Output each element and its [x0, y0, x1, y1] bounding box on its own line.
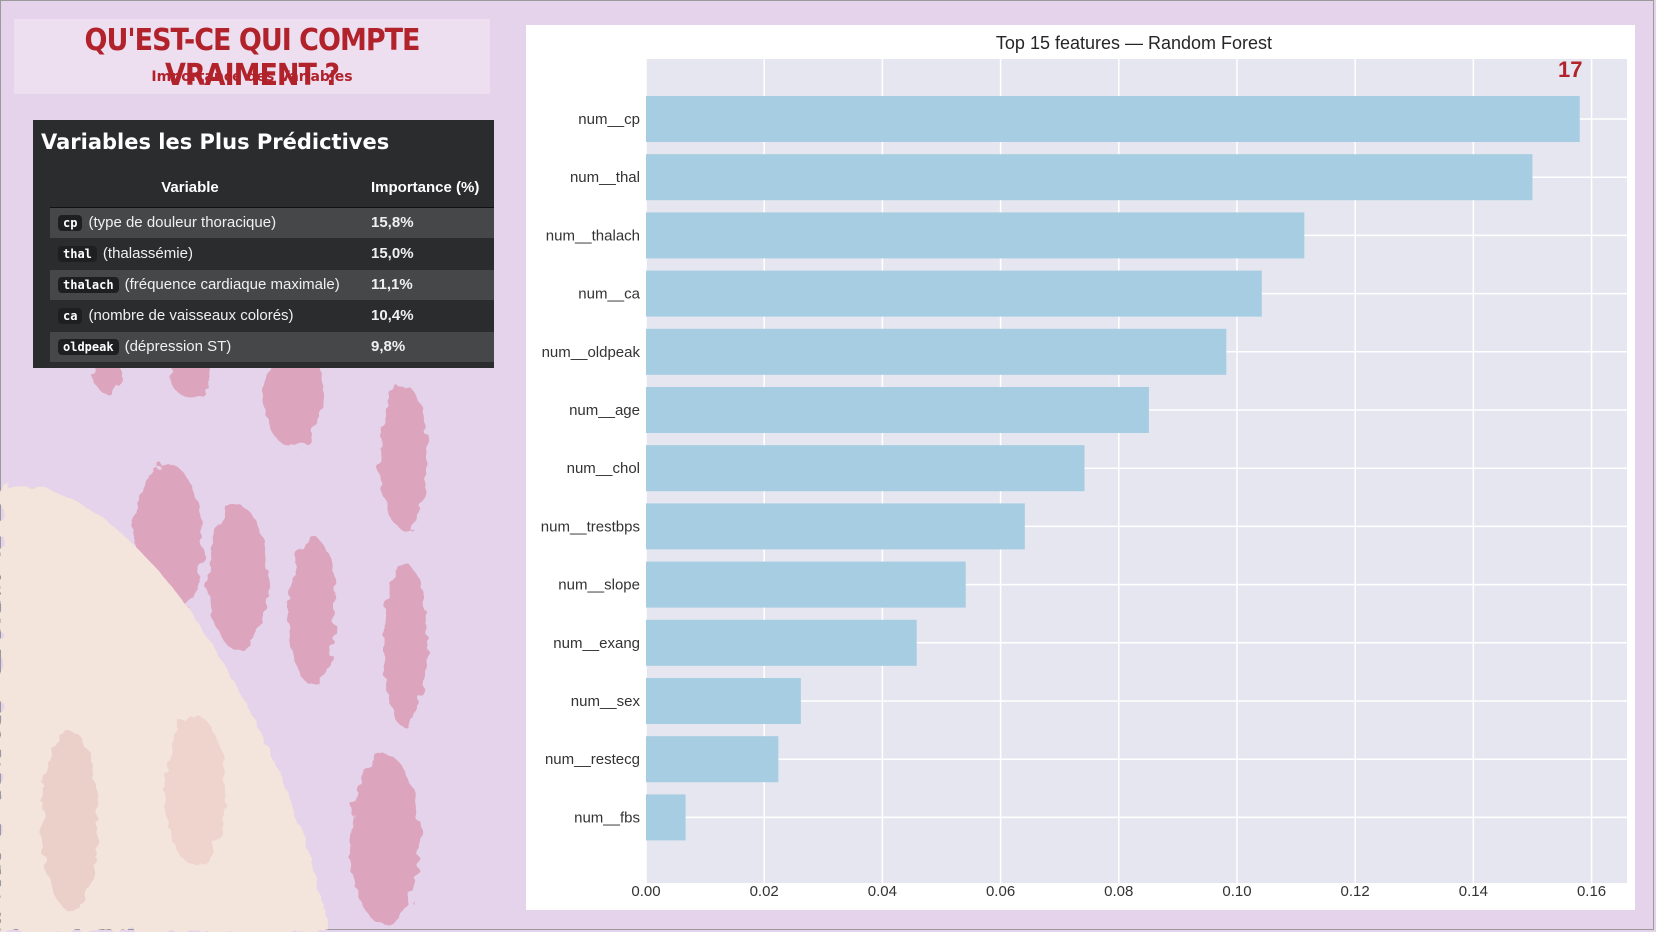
chart-title: Top 15 features — Random Forest [996, 33, 1272, 53]
table-row: thal (thalassémie) 15,0% [50, 239, 494, 269]
x-tick-label: 0.04 [868, 883, 897, 900]
variable-cell: thalach (fréquence cardiaque maximale) [58, 276, 340, 293]
column-header-variable: Variable [161, 179, 219, 196]
x-tick-labels: 0.00 0.02 0.04 0.06 0.08 0.10 0.12 0.14 0.16 [631, 883, 1606, 900]
table-row: thalach (fréquence cardiaque maximale) 11… [50, 270, 494, 300]
bar-num--sex [646, 678, 801, 724]
predictive-variables-card: Variables les Plus Prédictives Variable … [33, 120, 494, 368]
bar-num--chol [646, 445, 1085, 492]
feature-importance-chart: Top 15 features — Random Forest num__cpn… [541, 33, 1627, 900]
x-tick-label: 0.14 [1459, 883, 1488, 900]
bar-num--oldpeak [646, 328, 1227, 375]
importance-value: 9,8% [371, 338, 406, 355]
y-tick-label: num__age [569, 402, 640, 419]
x-tick-label: 0.08 [1104, 883, 1133, 900]
x-tick-label: 0.06 [986, 883, 1015, 900]
table-row: oldpeak (dépression ST) 9,8% [50, 332, 494, 362]
y-tick-label: num__thal [570, 169, 640, 186]
page-title: QU'EST-CE QUI COMPTE VRAIMENT ? [84, 23, 421, 93]
variable-cell: ca (nombre de vaisseaux colorés) [58, 307, 294, 324]
y-tick-label: num__trestbps [541, 518, 640, 535]
variable-cell: oldpeak (dépression ST) [58, 338, 231, 355]
y-tick-label: num__ca [578, 286, 640, 303]
importance-value: 11,1% [371, 276, 413, 293]
variable-description: (dépression ST) [124, 338, 232, 355]
x-tick-label: 0.00 [631, 883, 660, 900]
variable-code: thal [58, 246, 97, 262]
bar-num--restecg [646, 736, 779, 783]
variable-cell: cp (type de douleur thoracique) [58, 214, 276, 231]
y-tick-label: num__sex [571, 693, 641, 710]
table-title: Variables les Plus Prédictives [41, 130, 390, 154]
importance-value: 15,0% [371, 245, 414, 262]
y-tick-label: num__cp [578, 111, 640, 128]
bar-num--exang [646, 619, 917, 666]
importance-value: 15,8% [371, 214, 414, 231]
column-header-importance: Importance (%) [371, 179, 480, 196]
bars [646, 96, 1580, 841]
x-tick-label: 0.02 [750, 883, 779, 900]
bar-num--slope [646, 561, 966, 608]
table-row: ca (nombre de vaisseaux colorés) 10,4% [50, 301, 494, 331]
page-subtitle: Importance des Variables [151, 69, 353, 85]
table-row: cp (type de douleur thoracique) 15,8% [50, 208, 494, 238]
bar-num--cp [646, 96, 1580, 142]
bar-num--trestbps [646, 503, 1025, 550]
bar-num--ca [646, 270, 1262, 317]
table-header: Variable Importance (%) [50, 179, 494, 208]
variable-description: (thalassémie) [102, 245, 193, 262]
title-card: QU'EST-CE QUI COMPTE VRAIMENT ? Importan… [14, 19, 490, 94]
y-tick-labels: num__cp num__thal num__thalach num__ca num__… [541, 111, 641, 826]
y-tick-label: num__thalach [546, 227, 640, 244]
bar-num--thalach [646, 212, 1305, 259]
variable-cell: thal (thalassémie) [58, 245, 193, 262]
variable-code: oldpeak [58, 339, 119, 355]
x-tick-label: 0.16 [1577, 883, 1606, 900]
page-number: 17 [1558, 57, 1583, 82]
y-tick-label: num__oldpeak [542, 344, 641, 361]
importance-value: 10,4% [371, 307, 414, 324]
y-tick-label: num__fbs [574, 809, 640, 826]
variable-code: thalach [58, 277, 119, 293]
variable-description: (fréquence cardiaque maximale) [124, 276, 340, 293]
x-tick-label: 0.10 [1222, 883, 1251, 900]
variable-code: cp [58, 215, 83, 231]
bar-num--age [646, 387, 1149, 433]
y-tick-label: num__exang [553, 635, 640, 652]
bar-num--thal [646, 154, 1533, 201]
y-tick-label: num__chol [567, 460, 640, 477]
variable-description: (type de douleur thoracique) [88, 214, 277, 231]
y-tick-label: num__slope [558, 577, 640, 594]
variable-code: ca [58, 308, 83, 324]
chart-panel: Top 15 features — Random Forest num__cp n… [526, 25, 1635, 910]
y-tick-label: num__restecg [545, 751, 640, 768]
x-tick-label: 0.12 [1341, 883, 1370, 900]
bar-num--fbs [646, 794, 686, 841]
variable-description: (nombre de vaisseaux colorés) [88, 307, 294, 324]
